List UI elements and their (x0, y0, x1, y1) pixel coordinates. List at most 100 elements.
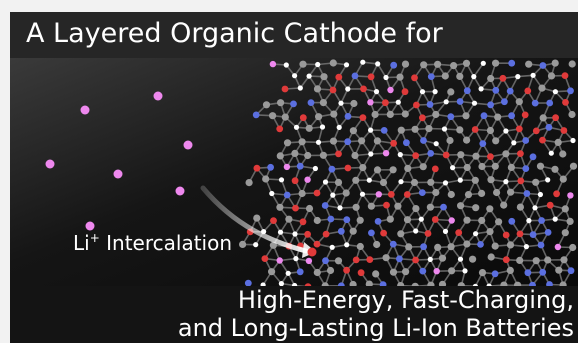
lattice-atom (290, 100, 297, 108)
lattice-atom (397, 152, 403, 158)
lattice-atom (349, 227, 357, 235)
lattice-atom (552, 89, 559, 95)
lattice-atom (529, 281, 536, 286)
lattice-atom (487, 74, 495, 83)
lattice-atom (351, 72, 359, 80)
lattice-atom (508, 112, 515, 120)
lattice-atom (337, 205, 343, 211)
lattice-atom (502, 256, 510, 264)
lattice-atom (359, 191, 366, 197)
lattice-atom (529, 153, 537, 161)
lattice-atom (330, 192, 336, 198)
lattice-atom (559, 150, 567, 158)
lattice-atom (420, 137, 427, 144)
lattice-atom (329, 86, 337, 94)
lattice-atom (315, 139, 322, 145)
lattice-atom (375, 61, 381, 67)
lattice-atom (352, 203, 360, 211)
lattice-atom (495, 218, 503, 226)
lattice-atom (412, 205, 420, 213)
lattice-atom (427, 178, 435, 186)
lattice-atom (380, 127, 388, 134)
lattice-atom (478, 86, 484, 92)
lattice-atom (456, 126, 464, 134)
lattice-atom (462, 112, 470, 120)
lattice-atom (427, 256, 433, 262)
lattice-atom (253, 164, 261, 172)
lattice-atom (559, 175, 567, 183)
lattice-atom (329, 137, 338, 145)
lattice-atom (313, 189, 321, 197)
lattice-atom (526, 218, 532, 224)
lattice-atom (371, 110, 379, 119)
lattice-atom (532, 257, 540, 265)
lattice-atom (321, 282, 329, 286)
lattice-atom (463, 240, 471, 248)
lattice-atom (447, 88, 455, 96)
lattice-atom (401, 60, 410, 68)
lattice-atom (305, 204, 314, 213)
li-ion-dot (45, 159, 55, 169)
lattice-atom (521, 111, 529, 119)
lattice-atom (544, 256, 552, 264)
lattice-atom (379, 178, 388, 187)
lattice-atom (446, 136, 454, 145)
lattice-atom (304, 283, 312, 286)
lattice-atom (278, 281, 284, 286)
lattice-atom (367, 73, 375, 81)
lattice-atom (486, 228, 494, 236)
lattice-atom (450, 165, 456, 171)
lattice-atom (276, 203, 284, 211)
lattice-atom (365, 280, 373, 286)
lattice-atom (312, 165, 318, 172)
lattice-atom (281, 113, 289, 121)
lattice-atom (292, 73, 298, 79)
lattice-atom (395, 99, 401, 105)
graphic-frame: A Layered Organic Cathode for (10, 12, 578, 343)
lattice-atom (293, 124, 300, 130)
lattice-atom (366, 177, 372, 183)
lattice-atom (441, 126, 448, 132)
lattice-atom (514, 281, 522, 286)
lattice-atom (545, 123, 553, 131)
lattice-atom (570, 137, 576, 144)
lattice-atom (529, 231, 537, 239)
lattice-atom (553, 190, 560, 198)
lattice-atom (358, 137, 366, 145)
lattice-atom (478, 162, 486, 171)
lattice-atom (472, 204, 480, 212)
lattice-atom (457, 151, 465, 159)
lattice-atom (502, 150, 510, 158)
lattice-atom (487, 101, 494, 109)
lattice-atom (515, 125, 523, 133)
lattice-atom (343, 216, 351, 224)
lattice-atom (531, 99, 539, 107)
lattice-atom (292, 231, 298, 237)
lattice-atom (554, 138, 562, 146)
lattice-atom (418, 216, 424, 222)
title: A Layered Organic Cathode for (26, 18, 443, 49)
lattice-atom (433, 141, 439, 147)
lattice-atom (299, 60, 307, 68)
lattice-atom (367, 99, 374, 106)
lattice-atom (491, 270, 499, 278)
lattice-atom (366, 256, 374, 263)
lattice-atom (457, 282, 465, 286)
lattice-atom (334, 257, 343, 265)
lattice-atom (532, 127, 540, 135)
lattice-atom (397, 230, 405, 238)
lattice-atom (253, 214, 261, 222)
lattice-atom (396, 73, 404, 81)
lattice-atom (426, 101, 434, 108)
lattice-atom (448, 267, 456, 275)
lattice-atom (394, 202, 402, 210)
lattice-atom (315, 61, 321, 68)
lattice-atom (515, 98, 523, 106)
lattice-atom (447, 190, 455, 199)
lattice-atom (524, 269, 532, 277)
lattice-atom (356, 242, 364, 251)
lattice-atom (305, 257, 313, 265)
lattice-atom (269, 60, 277, 68)
lattice-atom (471, 176, 479, 184)
lattice-atom (283, 191, 291, 199)
